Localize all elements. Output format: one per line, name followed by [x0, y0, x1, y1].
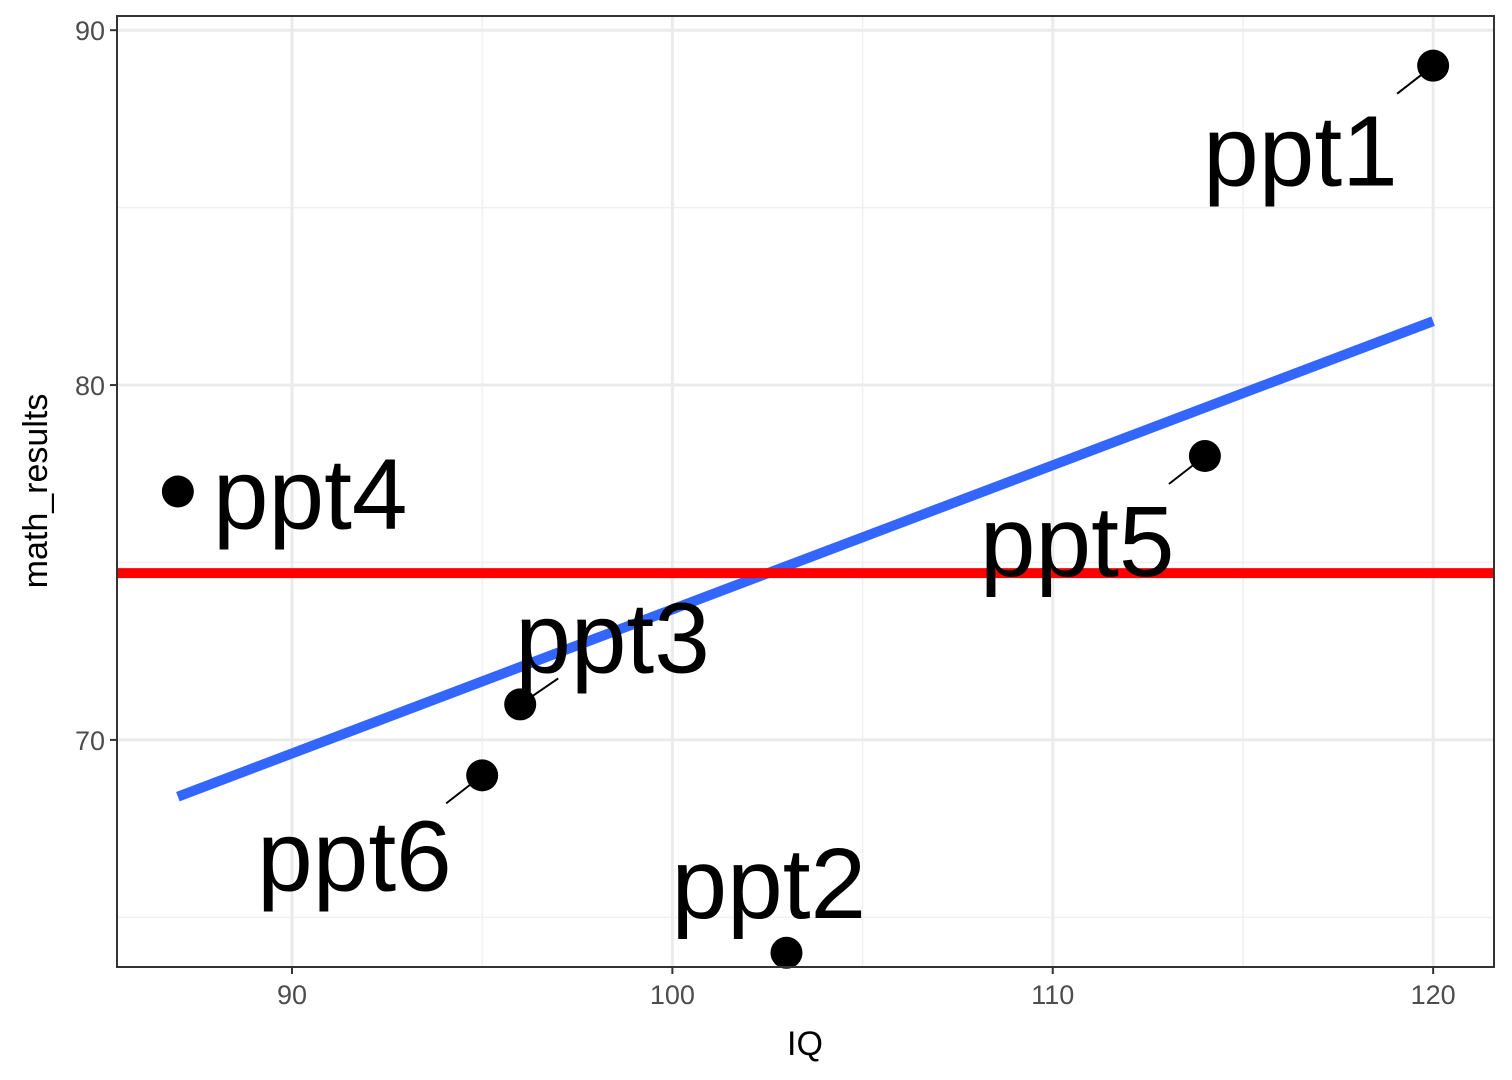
label-connector: [1168, 455, 1206, 485]
panel-background: [117, 16, 1494, 967]
y-tick-label: 80: [75, 371, 105, 401]
x-tick-label: 110: [1031, 980, 1074, 1010]
label-connector: [445, 774, 483, 805]
x-tick-label: 120: [1411, 980, 1456, 1010]
point-label-ppt6: ppt6: [257, 800, 452, 912]
data-point-ppt4: [161, 475, 194, 508]
point-label-ppt3: ppt3: [515, 582, 710, 694]
axes: 90 100 110 120 70 80 90: [75, 16, 1456, 1010]
y-tick-label: 90: [75, 16, 105, 46]
reference-lines: [117, 316, 1494, 802]
panel-border: [116, 15, 1495, 968]
minor-gridlines: [117, 16, 1494, 967]
y-axis-title: math_results: [17, 394, 55, 589]
label-connector: [519, 677, 559, 706]
label-connector: [1396, 64, 1434, 95]
point-label-ppt1: ppt1: [1203, 96, 1398, 208]
point-labels: ppt1 ppt2 ppt3 ppt4 ppt5 ppt6: [213, 64, 1434, 940]
x-axis-title: IQ: [787, 1025, 823, 1063]
point-label-ppt4: ppt4: [213, 439, 408, 551]
x-tick-label: 90: [277, 980, 307, 1010]
regression-line: [176, 316, 1435, 802]
point-label-ppt5: ppt5: [980, 486, 1175, 598]
point-label-ppt2: ppt2: [671, 828, 866, 940]
y-tick-label: 70: [75, 726, 105, 756]
x-tick-label: 100: [650, 980, 695, 1010]
data-point-ppt2: [770, 936, 803, 969]
